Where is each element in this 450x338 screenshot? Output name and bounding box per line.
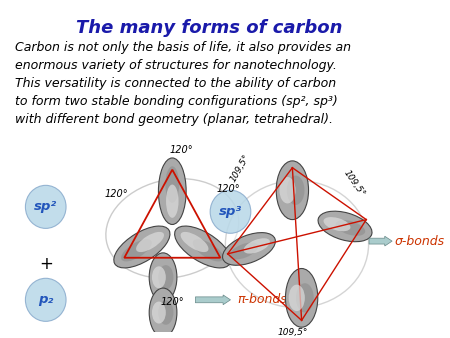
Circle shape — [210, 190, 251, 233]
Text: 109,5°: 109,5° — [228, 152, 251, 183]
Text: 120°: 120° — [170, 145, 194, 155]
Text: 109,5°: 109,5° — [277, 328, 307, 337]
Circle shape — [25, 185, 66, 228]
Ellipse shape — [149, 253, 177, 302]
Text: π-bonds: π-bonds — [237, 293, 287, 306]
Ellipse shape — [166, 185, 179, 218]
Ellipse shape — [175, 226, 231, 268]
Ellipse shape — [152, 301, 166, 323]
Text: 120°: 120° — [104, 189, 128, 199]
FancyArrow shape — [195, 295, 230, 305]
Ellipse shape — [114, 226, 170, 268]
Ellipse shape — [225, 180, 369, 308]
Ellipse shape — [121, 239, 152, 262]
Ellipse shape — [180, 232, 208, 252]
Ellipse shape — [223, 233, 275, 265]
Ellipse shape — [106, 179, 239, 278]
FancyArrow shape — [369, 236, 392, 246]
Ellipse shape — [149, 288, 177, 337]
Text: The many forms of carbon: The many forms of carbon — [76, 19, 342, 37]
Ellipse shape — [318, 211, 372, 242]
Text: p₂: p₂ — [38, 293, 54, 306]
Ellipse shape — [296, 283, 314, 313]
Text: +: + — [39, 255, 53, 273]
Ellipse shape — [287, 175, 305, 205]
Text: 109,5°: 109,5° — [342, 168, 367, 198]
Ellipse shape — [165, 166, 179, 203]
Ellipse shape — [324, 217, 351, 231]
Text: sp³: sp³ — [219, 205, 242, 218]
Ellipse shape — [289, 285, 305, 311]
Ellipse shape — [229, 242, 258, 260]
Text: sp²: sp² — [34, 200, 57, 213]
Circle shape — [25, 278, 66, 321]
Ellipse shape — [276, 161, 309, 220]
Ellipse shape — [158, 300, 173, 325]
Ellipse shape — [279, 177, 296, 203]
Ellipse shape — [193, 239, 224, 262]
Ellipse shape — [152, 266, 166, 288]
Ellipse shape — [243, 238, 270, 254]
Ellipse shape — [158, 265, 173, 290]
Text: Carbon is not only the basis of life, it also provides an
enormous variety of st: Carbon is not only the basis of life, it… — [15, 41, 351, 125]
Ellipse shape — [285, 268, 318, 327]
Ellipse shape — [336, 220, 365, 236]
Ellipse shape — [158, 158, 186, 224]
Text: 120°: 120° — [161, 297, 184, 307]
Ellipse shape — [136, 232, 164, 252]
Text: σ-bonds: σ-bonds — [395, 235, 445, 248]
Text: 120°: 120° — [216, 184, 240, 194]
